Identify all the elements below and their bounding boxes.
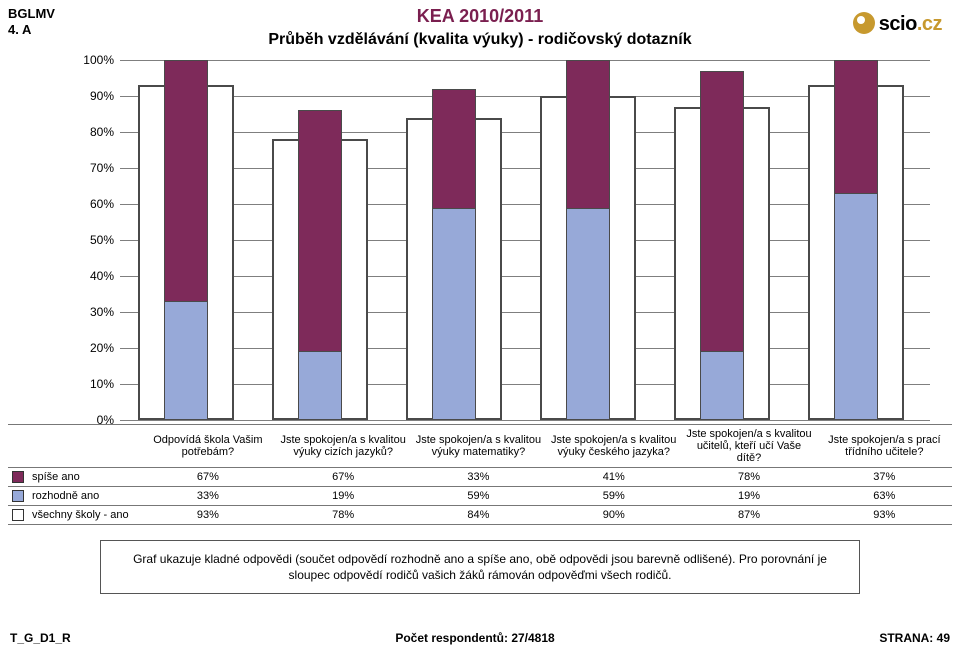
page-sub-title: Průběh vzdělávání (kvalita výuky) - rodi… [0, 31, 960, 49]
y-axis-label: 40% [70, 269, 114, 283]
table-row: rozhodně ano33%19%59%59%19%63% [8, 487, 952, 506]
segment-rozhodne-ano [299, 351, 341, 419]
legend-swatch [12, 509, 24, 521]
footer-page-number: STRANA: 49 [879, 631, 950, 645]
row-header: rozhodně ano [8, 487, 140, 506]
y-axis-label: 80% [70, 125, 114, 139]
data-cell: 63% [817, 487, 952, 506]
legend-swatch [12, 490, 24, 502]
segment-spise-ano [433, 90, 475, 208]
column-header: Jste spokojen/a s kvalitou výuky cizích … [276, 425, 411, 468]
data-cell: 59% [546, 487, 681, 506]
row-header: všechny školy - ano [8, 506, 140, 525]
y-axis-label: 60% [70, 197, 114, 211]
table-row: spíše ano67%67%33%41%78%37% [8, 468, 952, 487]
gridline [120, 420, 930, 421]
y-axis-label: 70% [70, 161, 114, 175]
data-cell: 33% [140, 487, 275, 506]
school-code: BGLMV 4. A [8, 6, 55, 37]
data-cell: 93% [817, 506, 952, 525]
header: BGLMV 4. A KEA 2010/2011 Průběh vzdělává… [0, 6, 960, 49]
data-cell: 67% [140, 468, 275, 487]
data-cell: 19% [276, 487, 411, 506]
row-label: rozhodně ano [32, 490, 99, 502]
y-axis-label: 20% [70, 341, 114, 355]
segment-spise-ano [165, 61, 207, 301]
page-main-title: KEA 2010/2011 [0, 6, 960, 27]
data-cell: 87% [681, 506, 816, 525]
segment-spise-ano [567, 61, 609, 208]
y-axis-label: 30% [70, 305, 114, 319]
logo-text-scio: scio [879, 13, 917, 35]
segment-rozhodne-ano [567, 208, 609, 419]
data-cell: 33% [411, 468, 546, 487]
y-axis-label: 100% [70, 53, 114, 67]
row-header: spíše ano [8, 468, 140, 487]
segment-rozhodne-ano [433, 208, 475, 419]
logo-dot-icon [853, 12, 875, 34]
column-header: Jste spokojen/a s kvalitou výuky českého… [546, 425, 681, 468]
column-header: Jste spokojen/a s prací třídního učitele… [817, 425, 952, 468]
column-header: Jste spokojen/a s kvalitou výuky matemat… [411, 425, 546, 468]
chart-plot-area: 0%10%20%30%40%50%60%70%80%90%100% [120, 60, 930, 420]
segment-spise-ano [299, 111, 341, 351]
stacked-bar [298, 110, 342, 420]
data-cell: 19% [681, 487, 816, 506]
data-cell: 78% [681, 468, 816, 487]
y-axis-label: 90% [70, 89, 114, 103]
table-row: všechny školy - ano93%78%84%90%87%93% [8, 506, 952, 525]
y-axis-label: 50% [70, 233, 114, 247]
stacked-bar [834, 60, 878, 420]
data-cell: 37% [817, 468, 952, 487]
data-cell: 41% [546, 468, 681, 487]
stacked-bar [700, 71, 744, 420]
segment-rozhodne-ano [835, 193, 877, 419]
legend-swatch [12, 471, 24, 483]
logo-text-cz: .cz [917, 13, 942, 35]
column-header: Jste spokojen/a s kvalitou učitelů, kteř… [681, 425, 816, 468]
stacked-bar [566, 60, 610, 420]
footer-respondent-count: Počet respondentů: 27/4818 [395, 631, 554, 645]
data-cell: 93% [140, 506, 275, 525]
data-cell: 90% [546, 506, 681, 525]
stacked-bar [164, 60, 208, 420]
chart-caption: Graf ukazuje kladné odpovědi (součet odp… [100, 540, 860, 594]
scio-logo: scio.cz [853, 12, 942, 36]
data-cell: 84% [411, 506, 546, 525]
segment-rozhodne-ano [165, 301, 207, 419]
segment-spise-ano [835, 61, 877, 193]
data-table: Odpovídá škola Vašim potřebám?Jste spoko… [8, 424, 952, 525]
data-cell: 78% [276, 506, 411, 525]
y-axis-label: 10% [70, 377, 114, 391]
column-header: Odpovídá škola Vašim potřebám? [140, 425, 275, 468]
row-label: spíše ano [32, 471, 80, 483]
stacked-bar [432, 89, 476, 420]
data-cell: 59% [411, 487, 546, 506]
segment-spise-ano [701, 72, 743, 351]
segment-rozhodne-ano [701, 351, 743, 419]
footer-left-code: T_G_D1_R [10, 631, 71, 645]
data-cell: 67% [276, 468, 411, 487]
page-footer: T_G_D1_R Počet respondentů: 27/4818 STRA… [0, 631, 960, 645]
row-label: všechny školy - ano [32, 509, 129, 521]
